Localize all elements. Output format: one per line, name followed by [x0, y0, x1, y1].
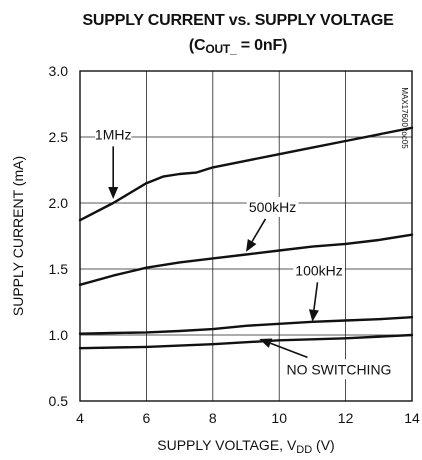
- y-tick-label: 1.5: [49, 261, 69, 277]
- x-tick-label: 8: [209, 410, 217, 426]
- x-axis-label-prefix: SUPPLY VOLTAGE, V: [157, 437, 297, 453]
- label-background-no-switching: [290, 359, 388, 380]
- arrow-no-switching: [270, 342, 308, 359]
- arrowhead-500khz: [246, 238, 257, 252]
- series-line-500khz: [78, 233, 414, 286]
- label-500khz: 500kHz: [249, 199, 296, 215]
- series-line-1mhz: [78, 126, 414, 222]
- x-tick-label: 10: [271, 410, 287, 426]
- label-background-500khz: [246, 196, 299, 217]
- grid-lines: [79, 70, 413, 402]
- chart-subtitle: (COUT_ = 0nF): [189, 37, 287, 56]
- series-lines: [78, 126, 414, 350]
- x-tick-label: 6: [143, 410, 151, 426]
- arrowhead-no-switching: [259, 338, 273, 348]
- label-1mhz: 1MHz: [95, 126, 132, 142]
- series-line-100khz: [78, 316, 414, 335]
- y-axis-label: SUPPLY CURRENT (mA): [10, 156, 26, 316]
- chart-subtitle-subscript: OUT_: [205, 42, 237, 56]
- label-100khz: 100kHz: [295, 262, 342, 278]
- x-tick-label: 4: [76, 410, 84, 426]
- arrowhead-100khz: [308, 309, 319, 322]
- x-axis-label: SUPPLY VOLTAGE, VDD (V): [157, 437, 334, 456]
- arrow-500khz: [251, 218, 267, 242]
- label-background-100khz: [293, 260, 345, 281]
- x-axis-label-subscript: DD: [296, 444, 312, 456]
- x-tick-label: 14: [404, 410, 420, 426]
- y-tick-label: 3.0: [49, 63, 69, 79]
- annotations: 1MHz 500kHz 100kHz NO SWITCHING: [95, 124, 391, 380]
- chart-subtitle-prefix: (C: [189, 37, 206, 54]
- y-tick-label: 1.0: [49, 327, 69, 343]
- series-line-no-switching: [78, 333, 414, 350]
- label-background-1mhz: [95, 124, 132, 145]
- plot-frame: [79, 70, 413, 402]
- chart-subtitle-suffix: = 0nF): [237, 37, 288, 54]
- label-no-switching: NO SWITCHING: [286, 361, 391, 377]
- y-tick-label: 2.5: [49, 129, 69, 145]
- y-tick-label: 2.0: [49, 195, 69, 211]
- x-tick-label: 12: [338, 410, 354, 426]
- arrow-100khz: [313, 282, 319, 311]
- arrowhead-1mhz: [108, 187, 119, 200]
- y-tick-label: 0.5: [49, 393, 69, 409]
- chart-title: SUPPLY CURRENT vs. SUPPLY VOLTAGE: [82, 12, 394, 29]
- side-label: MAX17600 toc05: [400, 87, 409, 149]
- tick-labels: 4 6 8 10 12 14 0.5 1.0 1.5 2.0 2.5 3.0: [49, 63, 420, 426]
- x-axis-label-suffix: (V): [312, 437, 335, 453]
